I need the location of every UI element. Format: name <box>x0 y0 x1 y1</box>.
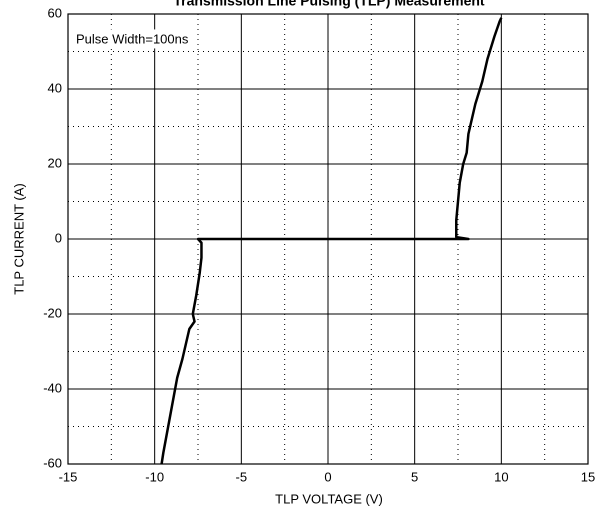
x-tick-label: -10 <box>145 469 164 484</box>
x-tick-label: 0 <box>324 469 331 484</box>
plot-frame <box>67 13 589 465</box>
annotation: Pulse Width=100ns <box>76 31 189 46</box>
y-tick-label: -40 <box>43 380 62 395</box>
data-line <box>160 17 503 465</box>
y-tick-label: 40 <box>48 80 62 95</box>
y-tick-label: -60 <box>43 455 62 470</box>
x-tick-label: 5 <box>411 469 418 484</box>
x-tick-label: 15 <box>581 469 595 484</box>
x-tick-label: -5 <box>236 469 248 484</box>
x-tick-label: -15 <box>59 469 78 484</box>
x-axis-label: TLP VOLTAGE (V) <box>275 491 383 506</box>
x-tick-label: 10 <box>494 469 508 484</box>
y-tick-label: 20 <box>48 155 62 170</box>
y-tick-label: 0 <box>55 230 62 245</box>
annotation-background <box>73 29 192 49</box>
y-axis-label: TLP CURRENT (A) <box>11 183 26 294</box>
y-tick-label: -20 <box>43 305 62 320</box>
y-tick-label: 60 <box>48 5 62 20</box>
chart-title: Transmission Line Pulsing (TLP) Measurem… <box>173 0 485 9</box>
